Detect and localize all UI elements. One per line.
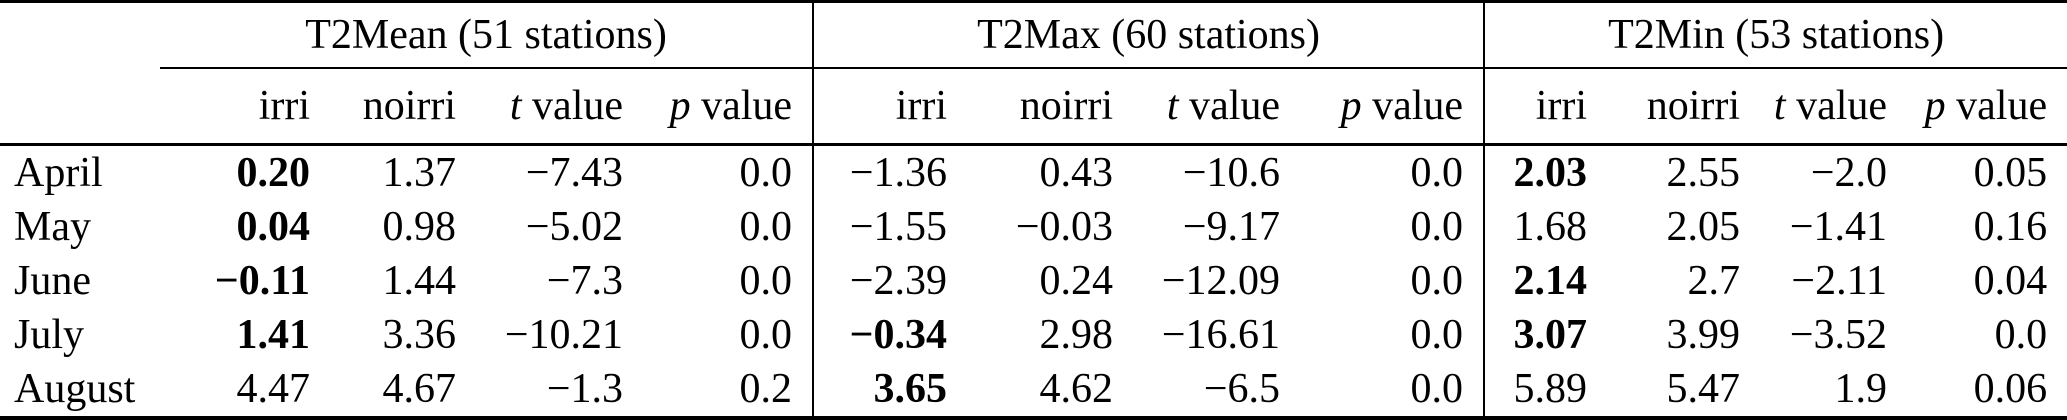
value-cell: 0.0 bbox=[739, 204, 793, 250]
column-header-row: irri noirri t value p value irri noirri … bbox=[0, 68, 2067, 146]
col-header-irri: irri bbox=[160, 68, 330, 146]
value-cell: 0.43 bbox=[1039, 150, 1114, 197]
group-title-t2min: T2Min (53 stations) bbox=[1483, 1, 2067, 69]
value-cell: −5.02 bbox=[525, 204, 623, 250]
value-cell: 0.0 bbox=[739, 311, 793, 358]
value-cell: 2.03 bbox=[1483, 144, 1608, 201]
value-cell: −9.17 bbox=[1182, 204, 1281, 250]
value-cell: −1.36 bbox=[812, 144, 968, 201]
value-cell: 0.04 bbox=[1973, 257, 2048, 304]
value-cell: 0.06 bbox=[1973, 365, 2048, 412]
value-cell: 3.65 bbox=[812, 361, 968, 418]
value-cell: 0.0 bbox=[739, 257, 793, 304]
value-cell: −0.03 bbox=[1015, 204, 1114, 250]
value-cell: 2.55 bbox=[1666, 150, 1741, 197]
col-header-noirri: noirri bbox=[967, 68, 1134, 146]
value-cell: −2.11 bbox=[1791, 257, 1888, 304]
value-cell: 0.16 bbox=[1973, 204, 2048, 250]
row-label: July bbox=[14, 311, 85, 358]
value-cell: −10.6 bbox=[1182, 150, 1281, 197]
value-cell: 0.0 bbox=[1410, 257, 1464, 304]
value-cell: 4.47 bbox=[236, 365, 311, 412]
value-cell: −10.21 bbox=[504, 311, 623, 358]
col-header-noirri: noirri bbox=[1607, 68, 1761, 146]
value-cell: −2.39 bbox=[812, 253, 968, 308]
value-cell: 2.7 bbox=[1687, 257, 1741, 304]
col-header-p-value: p value bbox=[1907, 68, 2067, 146]
value-cell: −6.5 bbox=[1203, 365, 1281, 412]
col-header-t-value: t value bbox=[1133, 68, 1301, 146]
group-title-t2max: T2Max (60 stations) bbox=[812, 1, 1485, 69]
value-cell: 0.24 bbox=[1039, 257, 1114, 304]
col-header-irri: irri bbox=[1483, 68, 1608, 146]
value-cell: −16.61 bbox=[1161, 311, 1281, 358]
table-row: May 0.04 0.98 −5.02 0.0 −1.55 −0.03 −9.1… bbox=[0, 200, 2067, 254]
value-cell: −2.0 bbox=[1810, 150, 1888, 197]
value-cell: 1.41 bbox=[236, 311, 311, 358]
table-row: June −0.11 1.44 −7.3 0.0 −2.39 0.24 −12.… bbox=[0, 253, 2067, 308]
value-cell: −1.55 bbox=[812, 200, 968, 254]
value-cell: 3.99 bbox=[1666, 311, 1741, 358]
value-cell: −1.41 bbox=[1789, 204, 1888, 250]
row-label: August bbox=[14, 365, 136, 412]
col-header-noirri: noirri bbox=[330, 68, 476, 146]
value-cell: 2.14 bbox=[1483, 253, 1608, 308]
col-header-t-value: t value bbox=[1760, 68, 1908, 146]
table-row: April 0.20 1.37 −7.43 0.0 −1.36 0.43 −10… bbox=[0, 144, 2067, 201]
value-cell: 0.20 bbox=[236, 150, 311, 197]
value-cell: 4.62 bbox=[1039, 365, 1114, 412]
value-cell: 2.05 bbox=[1666, 204, 1741, 250]
value-cell: 0.0 bbox=[1994, 311, 2048, 358]
value-cell: 0.0 bbox=[1410, 365, 1464, 412]
value-cell: 3.36 bbox=[382, 311, 457, 358]
value-cell: 1.9 bbox=[1834, 365, 1888, 412]
value-cell: 0.0 bbox=[1410, 204, 1464, 250]
table-row: July 1.41 3.36 −10.21 0.0 −0.34 2.98 −16… bbox=[0, 307, 2067, 362]
table-row: August 4.47 4.67 −1.3 0.2 3.65 4.62 −6.5… bbox=[0, 361, 2067, 418]
value-cell: 0.0 bbox=[1410, 311, 1464, 358]
col-header-irri: irri bbox=[812, 68, 968, 146]
value-cell: 2.98 bbox=[1039, 311, 1114, 358]
value-cell: 5.89 bbox=[1483, 361, 1608, 418]
value-cell: 0.05 bbox=[1973, 150, 2048, 197]
value-cell: 1.37 bbox=[382, 150, 457, 197]
value-cell: 0.0 bbox=[739, 150, 793, 197]
value-cell: 3.07 bbox=[1483, 307, 1608, 362]
value-cell: −0.34 bbox=[812, 307, 968, 362]
row-label: May bbox=[14, 204, 91, 250]
corner-cell bbox=[0, 2, 160, 69]
col-header-t-value: t value bbox=[476, 68, 643, 146]
value-cell: 4.67 bbox=[382, 365, 457, 412]
value-cell: −0.11 bbox=[214, 257, 310, 304]
value-cell: 1.68 bbox=[1483, 200, 1608, 254]
value-cell: 0.04 bbox=[236, 204, 311, 250]
value-cell: −1.3 bbox=[546, 365, 623, 412]
col-header-p-value: p value bbox=[1300, 68, 1485, 146]
value-cell: 0.98 bbox=[382, 204, 457, 250]
group-header-row: T2Mean (51 stations) T2Max (60 stations)… bbox=[0, 1, 2067, 69]
row-label: June bbox=[14, 257, 91, 304]
group-title-t2mean: T2Mean (51 stations) bbox=[160, 1, 814, 69]
value-cell: 5.47 bbox=[1666, 365, 1741, 412]
corner-cell bbox=[0, 68, 160, 146]
value-cell: −3.52 bbox=[1789, 311, 1888, 358]
value-cell: −7.43 bbox=[525, 150, 623, 197]
col-header-p-value: p value bbox=[643, 68, 814, 146]
value-cell: −12.09 bbox=[1161, 257, 1281, 304]
row-label: April bbox=[14, 150, 103, 197]
value-cell: 1.44 bbox=[382, 257, 457, 304]
value-cell: 0.2 bbox=[739, 365, 793, 412]
value-cell: 0.0 bbox=[1410, 150, 1464, 197]
value-cell: −7.3 bbox=[546, 257, 623, 304]
